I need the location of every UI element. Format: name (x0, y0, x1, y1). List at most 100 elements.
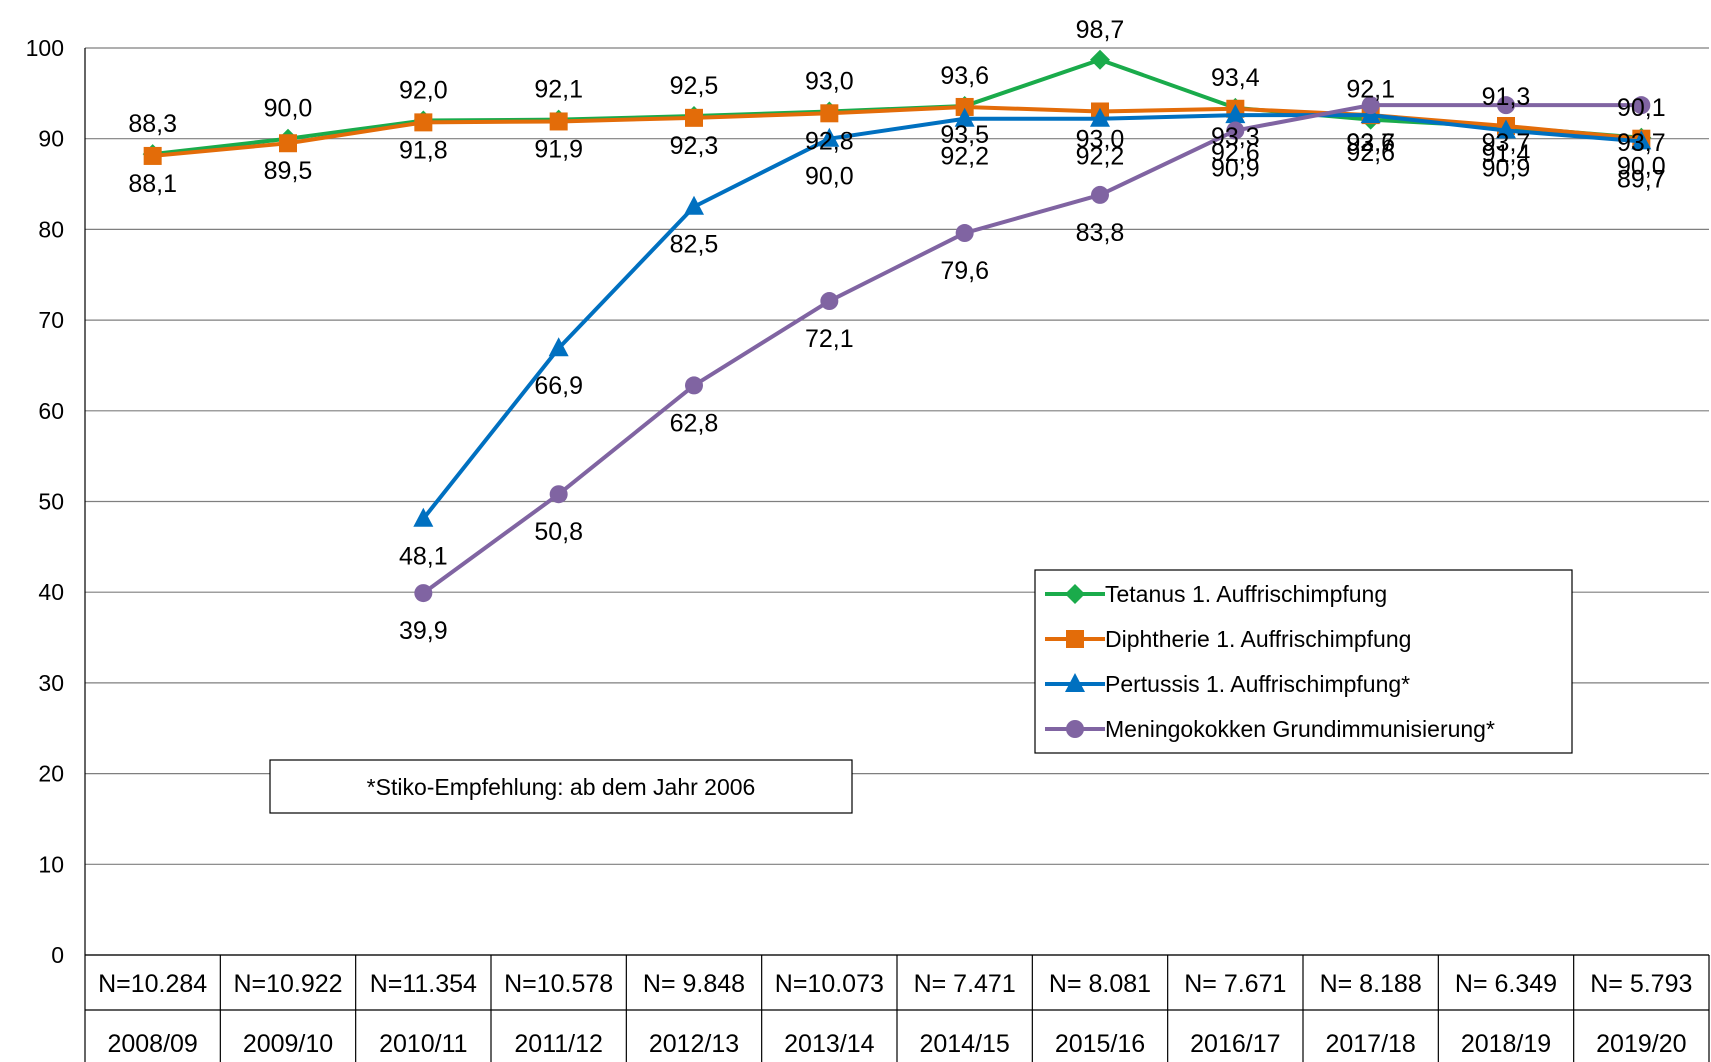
data-label: 72,1 (805, 325, 854, 353)
y-tick-label: 90 (38, 126, 64, 152)
legend: Tetanus 1. Auffrischimpfung Diphtherie 1.… (1034, 569, 1573, 754)
x-tick-label: 2016/17 (1190, 1030, 1280, 1058)
x-tick-label: 2009/10 (243, 1030, 333, 1058)
data-label: 88,1 (128, 170, 177, 198)
data-label: 92,1 (534, 76, 583, 104)
data-label: 93,3 (1211, 123, 1260, 151)
legend-marker-4 (1066, 720, 1084, 738)
series-4-marker (549, 485, 568, 504)
y-tick-label: 60 (38, 398, 64, 424)
data-label: 39,9 (399, 617, 448, 645)
data-label: 90,9 (1211, 155, 1260, 183)
series-4-marker (1091, 185, 1109, 204)
series-3-marker (1225, 104, 1246, 124)
sample-size-label: N=10.922 (233, 970, 342, 998)
data-label: 91,9 (534, 135, 583, 163)
data-label: 50,8 (534, 518, 583, 546)
data-label: 93,0 (805, 67, 854, 95)
data-label: 93,5 (940, 121, 989, 149)
legend-label: Diphtherie 1. Auffrischimpfung (1105, 626, 1411, 652)
legend-marker-1 (1065, 584, 1085, 604)
data-label: 91,4 (1482, 140, 1531, 168)
sample-size-label: N= 9.848 (643, 970, 745, 998)
data-label: 90,9 (1482, 155, 1531, 183)
y-tick-label: 30 (38, 670, 64, 696)
data-label: 93,7 (1346, 129, 1395, 157)
y-tick-label: 70 (38, 307, 64, 333)
legend-label: Tetanus 1. Auffrischimpfung (1105, 581, 1387, 607)
series-4-marker (955, 224, 974, 243)
data-label: 91,3 (1482, 83, 1531, 111)
data-label: 93,0 (1076, 125, 1125, 153)
sample-size-label: N= 7.471 (914, 970, 1016, 998)
sample-size-label: N=10.284 (98, 970, 207, 998)
y-tick-label: 80 (38, 216, 64, 242)
y-tick-label: 40 (38, 579, 64, 605)
data-label: 92,0 (399, 77, 448, 105)
legend-marker-2 (1066, 630, 1084, 648)
series-1-marker (1090, 49, 1110, 70)
series-line-4 (422, 103, 1642, 595)
annotation-text: *Stiko-Empfehlung: ab dem Jahr 2006 (367, 774, 756, 800)
series-3-marker (413, 507, 434, 527)
data-label: 98,7 (1076, 16, 1125, 44)
data-label: 62,8 (670, 409, 719, 437)
data-label: 92,8 (805, 127, 854, 155)
data-label: 82,5 (670, 231, 719, 259)
data-label: 92,2 (940, 143, 989, 171)
series-3-marker (1090, 107, 1110, 127)
data-label: 93,6 (940, 62, 989, 90)
data-label: 91,8 (399, 136, 448, 164)
y-tick-label: 100 (26, 35, 64, 61)
series-4-marker (1226, 121, 1245, 140)
data-label: 90,1 (1617, 94, 1666, 122)
x-tick-label: 2011/12 (514, 1030, 603, 1058)
x-tick-label: 2015/16 (1055, 1030, 1145, 1058)
x-tick-label: 2017/18 (1325, 1030, 1415, 1058)
series-4-marker (1361, 96, 1380, 115)
data-label: 89,7 (1617, 165, 1666, 193)
sample-size-label: N=10.073 (775, 970, 884, 998)
axis-layer: 0 10 20 30 40 50 60 70 80 90 100 N=10.284 2008/09 N=1… (26, 35, 1710, 1062)
data-label: 92,6 (1346, 129, 1395, 157)
series-3-marker (1496, 119, 1516, 139)
annotation-frame (269, 759, 853, 814)
sample-size-label: N= 8.188 (1320, 970, 1422, 998)
data-label: 89,5 (264, 157, 313, 185)
series-2-marker (143, 146, 162, 165)
series-3-marker (954, 107, 975, 127)
data-label: 83,8 (1076, 219, 1125, 247)
y-tick-label: 20 (38, 761, 64, 787)
annotation-box: *Stiko-Empfehlung: ab dem Jahr 2006 (269, 759, 853, 814)
data-label: 66,9 (534, 372, 583, 400)
series-2-marker (955, 97, 974, 116)
x-tick-label: 2019/20 (1596, 1030, 1686, 1058)
series-3-marker (819, 127, 840, 147)
series-2-marker (685, 108, 703, 127)
y-tick-label: 10 (38, 851, 64, 877)
data-label: 92,2 (1076, 143, 1125, 171)
legend-label: Meningokokken Grundimmunisierung* (1105, 716, 1495, 742)
series-line-2 (152, 104, 1642, 158)
sample-size-label: N= 7.671 (1184, 970, 1286, 998)
series-layer (142, 49, 1652, 603)
series-3-marker (548, 337, 569, 357)
x-tick-label: 2010/11 (379, 1030, 468, 1058)
sample-size-label: N= 8.081 (1049, 970, 1151, 998)
y-tick-label: 0 (51, 942, 64, 968)
data-label: 93,7 (1617, 129, 1666, 157)
legend-box (1034, 569, 1573, 754)
data-label: 48,1 (399, 543, 448, 571)
data-label: 90,0 (264, 95, 313, 123)
series-line-3 (421, 113, 1642, 520)
data-label: 90,0 (805, 163, 854, 191)
series-4-marker (1497, 96, 1515, 115)
x-tick-label: 2008/09 (107, 1030, 197, 1058)
legend-marker-3 (1065, 673, 1085, 692)
series-4-marker (414, 584, 433, 603)
series-4-marker (685, 376, 703, 395)
series-2-marker (820, 104, 839, 123)
sample-size-label: N= 6.349 (1455, 970, 1557, 998)
x-tick-label: 2013/14 (784, 1030, 874, 1058)
